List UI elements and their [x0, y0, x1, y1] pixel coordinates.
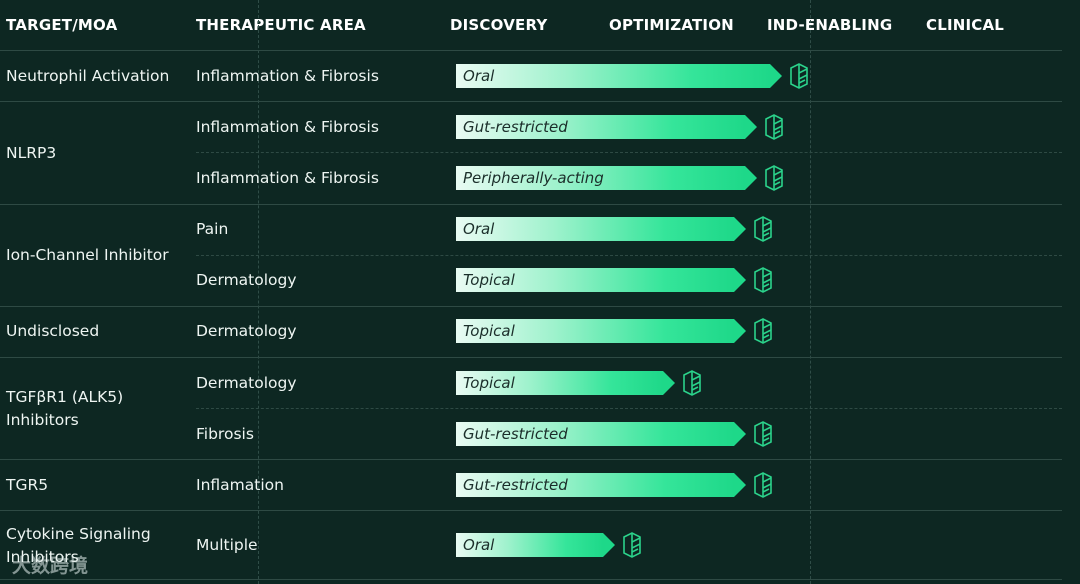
therapeutic-area: Inflammation & Fibrosis: [196, 118, 379, 136]
target-label: Cytokine Signaling Inhibitors: [6, 525, 151, 566]
therapeutic-area: Multiple: [196, 536, 258, 554]
header-target: TARGET/MOA: [6, 16, 118, 34]
row-divider: [0, 510, 1062, 511]
progress-bar: Topical: [456, 267, 774, 293]
route-label: Gut-restricted: [463, 118, 568, 136]
therapeutic-area: Inflamation: [196, 476, 284, 494]
header-optimization: OPTIMIZATION: [609, 16, 734, 34]
route-label: Peripherally-acting: [463, 169, 604, 187]
progress-bar: Oral: [456, 216, 774, 242]
row-divider: [0, 101, 1062, 102]
route-label: Gut-restricted: [463, 476, 568, 494]
progress-bar: Gut-restricted: [456, 421, 774, 447]
progress-bar: Gut-restricted: [456, 472, 774, 498]
row-divider: [196, 152, 1062, 153]
header-ind-enabling: IND-ENABLING: [767, 16, 893, 34]
progress-bar: Topical: [456, 318, 774, 344]
row-divider: [0, 306, 1062, 307]
row-divider: [0, 204, 1062, 205]
row-divider: [196, 255, 1062, 256]
therapeutic-area: Inflammation & Fibrosis: [196, 169, 379, 187]
pipeline-logo-icon: [683, 370, 702, 396]
target-label: TGR5: [6, 476, 49, 494]
therapeutic-area: Dermatology: [196, 322, 297, 340]
therapeutic-area: Inflammation & Fibrosis: [196, 67, 379, 85]
header-area: THERAPEUTIC AREA: [196, 16, 366, 34]
pipeline-logo-icon: [765, 165, 783, 191]
header-clinical: CLINICAL: [926, 16, 1005, 34]
route-label: Gut-restricted: [463, 425, 568, 443]
header-rule: [0, 50, 1062, 51]
target-label: Neutrophil Activation: [6, 67, 170, 85]
target-label: Ion-Channel Inhibitor: [6, 246, 169, 264]
route-label: Oral: [463, 536, 495, 554]
pipeline-header: TARGET/MOA THERAPEUTIC AREA DISCOVERY OP…: [0, 0, 1080, 50]
divider: [810, 0, 811, 584]
row-divider: [0, 357, 1062, 358]
progress-bar: Topical: [456, 370, 703, 396]
row-divider: [0, 579, 1062, 580]
divider: [258, 0, 259, 584]
pipeline-logo-icon: [754, 421, 773, 447]
pipeline-logo-icon: [754, 267, 773, 293]
therapeutic-area: Dermatology: [196, 374, 297, 392]
progress-bar: Oral: [456, 63, 810, 89]
header-discovery: DISCOVERY: [450, 16, 548, 34]
therapeutic-area: Pain: [196, 220, 229, 238]
route-label: Oral: [463, 220, 495, 238]
progress-bar: Peripherally-acting: [456, 165, 785, 191]
target-label: NLRP3: [6, 144, 57, 162]
route-label: Topical: [463, 271, 515, 289]
route-label: Topical: [463, 374, 515, 392]
pipeline-logo-icon: [623, 532, 642, 558]
progress-bar: Oral: [456, 532, 643, 558]
therapeutic-area: Fibrosis: [196, 425, 254, 443]
watermark: 大数跨境: [12, 555, 89, 577]
row-divider: [196, 408, 1062, 409]
row-divider: [0, 459, 1062, 460]
pipeline-logo-icon: [765, 114, 783, 140]
pipeline-logo-icon: [754, 318, 773, 344]
target-label: Undisclosed: [6, 322, 100, 340]
progress-bar: Gut-restricted: [456, 114, 785, 140]
route-label: Topical: [463, 322, 515, 340]
target-label: TGFβR1 (ALK5) Inhibitors: [6, 388, 124, 429]
pipeline-logo-icon: [789, 63, 808, 89]
route-label: Oral: [463, 67, 495, 85]
therapeutic-area: Dermatology: [196, 271, 297, 289]
pipeline-logo-icon: [754, 472, 773, 498]
pipeline-logo-icon: [754, 216, 773, 242]
